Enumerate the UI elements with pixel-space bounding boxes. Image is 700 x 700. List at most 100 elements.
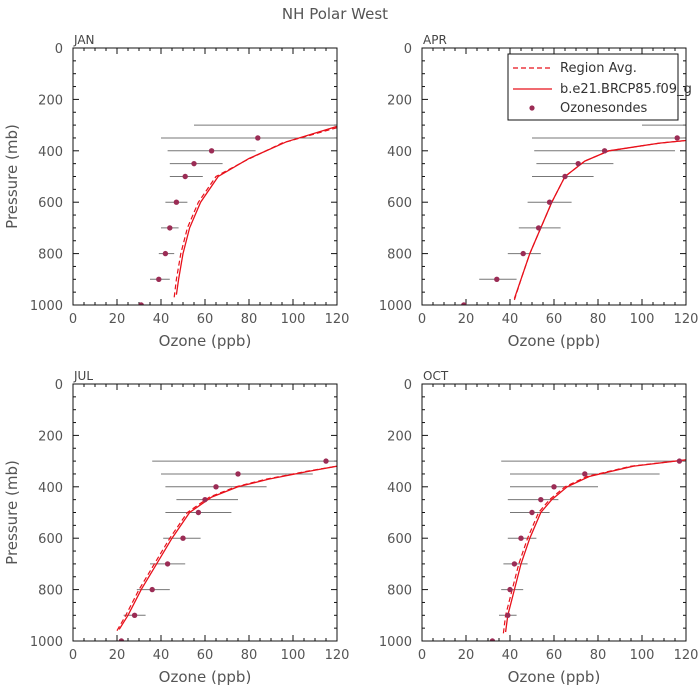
sonde-point (511, 561, 518, 567)
sonde-point (461, 302, 467, 305)
sonde-point (674, 135, 680, 141)
y-tick-label: 400 (38, 145, 63, 160)
x-tick-label: 0 (418, 648, 426, 663)
sonde-point (601, 148, 608, 154)
legend-model-label: b.e21.BRCP85.f09_g (560, 82, 692, 97)
x-tick-label: 80 (241, 648, 258, 663)
x-tick-label: 100 (630, 312, 655, 327)
y-tick-label: 1000 (379, 635, 412, 650)
x-tick-label: 120 (325, 312, 350, 327)
y-tick-label: 400 (387, 481, 412, 496)
x-tick-label: 60 (197, 648, 214, 663)
series-region-avg (502, 459, 686, 634)
y-tick-label: 200 (387, 93, 412, 108)
series-model (513, 139, 686, 299)
plot-area (439, 124, 686, 305)
panel-title-jul: JUL (73, 369, 93, 383)
figure-title: NH Polar West (282, 5, 388, 23)
y-axis-title: Pressure (mb) (3, 124, 21, 229)
sonde-point (562, 173, 568, 180)
series-model (118, 465, 337, 630)
sonde-point (507, 586, 513, 593)
y-tick-label: 600 (387, 196, 412, 211)
x-tick-label: 0 (69, 312, 77, 327)
legend: Region Avg. b.e21.BRCP85.f09_g Ozonesond… (507, 53, 692, 121)
y-tick-label: 600 (38, 196, 63, 211)
sonde-point (494, 276, 500, 282)
sonde-point (529, 509, 535, 516)
x-tick-label: 40 (153, 648, 170, 663)
series-region-avg (173, 127, 337, 298)
x-tick-label: 40 (502, 312, 519, 327)
y-tick-label: 600 (38, 532, 63, 547)
plot-area (125, 124, 337, 305)
panel-title-oct: OCT (423, 369, 449, 383)
sonde-point (520, 250, 526, 257)
sonde-point (255, 135, 261, 141)
panel-oct: OCT 0 20 40 60 80 100 120 0 200 400 600 800 1000 Ozone… (379, 369, 699, 686)
x-tick-label: 40 (502, 648, 519, 663)
series-model (504, 459, 686, 633)
sonde-point (551, 484, 557, 490)
x-tick-label: 100 (281, 648, 306, 663)
x-tick-label: 0 (69, 648, 77, 663)
sonde-point (191, 160, 197, 167)
sonde-point (546, 199, 553, 205)
series-region-avg (513, 139, 686, 301)
sonde-point (182, 173, 188, 180)
sonde-point (138, 302, 144, 305)
sonde-point (131, 612, 138, 618)
x-tick-label: 0 (418, 312, 426, 327)
x-tick-label: 60 (546, 648, 563, 663)
x-tick-label: 80 (590, 312, 607, 327)
sonde-point (505, 612, 511, 618)
sonde-point (489, 638, 496, 641)
x-axis-title: Ozone (ppb) (159, 332, 252, 350)
y-tick-label: 0 (55, 378, 63, 393)
x-axis-title: Ozone (ppb) (159, 668, 252, 686)
x-tick-label: 20 (109, 312, 126, 327)
x-tick-label: 20 (458, 648, 475, 663)
sonde-point (535, 225, 542, 231)
plot-frame (72, 47, 338, 306)
y-tick-label: 0 (404, 378, 412, 393)
x-axis-title: Ozone (ppb) (508, 332, 601, 350)
y-tick-label: 800 (387, 248, 412, 263)
sonde-point (164, 561, 171, 567)
y-axis-title: Pressure (mb) (3, 460, 21, 565)
legend-region-avg-label: Region Avg. (560, 61, 637, 76)
sonde-point (575, 160, 581, 167)
y-tick-label: 0 (404, 42, 412, 57)
panel-title-jan: JAN (73, 33, 95, 47)
sonde-point (518, 535, 524, 541)
sonde-point (538, 496, 544, 503)
x-tick-label: 120 (674, 648, 699, 663)
sonde-point (582, 471, 588, 477)
sonde-point (235, 471, 241, 477)
y-tick-label: 200 (38, 93, 63, 108)
x-tick-label: 80 (241, 312, 258, 327)
series-model (175, 125, 337, 295)
sonde-point (167, 225, 173, 231)
x-tick-label: 60 (197, 312, 214, 327)
y-tick-label: 1000 (30, 299, 63, 314)
plot-area (112, 458, 337, 641)
y-tick-label: 200 (387, 429, 412, 444)
y-tick-label: 1000 (379, 299, 412, 314)
sonde-point (156, 276, 162, 282)
x-tick-label: 80 (590, 648, 607, 663)
sonde-point (173, 199, 180, 205)
panel-title-apr: APR (423, 33, 447, 47)
y-tick-label: 600 (387, 532, 412, 547)
legend-sonde-label: Ozonesondes (560, 101, 647, 116)
y-tick-label: 0 (55, 42, 63, 57)
x-tick-label: 100 (281, 312, 306, 327)
sonde-point (149, 586, 155, 593)
x-tick-label: 120 (325, 648, 350, 663)
y-tick-label: 800 (38, 584, 63, 599)
plot-frame (72, 383, 338, 642)
sonde-point (208, 148, 215, 154)
sonde-point (323, 458, 329, 464)
legend-sonde-marker (529, 105, 535, 111)
